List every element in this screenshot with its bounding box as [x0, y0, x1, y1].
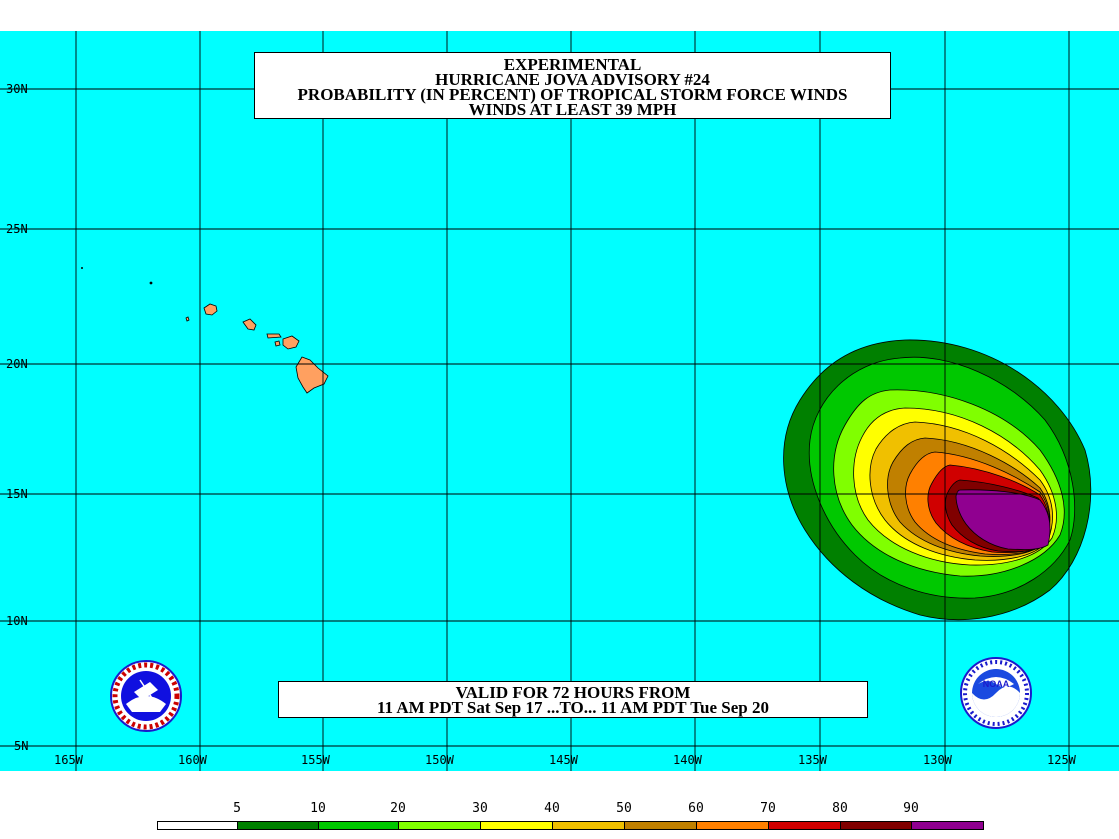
island-maui [282, 335, 300, 350]
legend-value-40: 40 [544, 801, 560, 816]
legend-value-5: 5 [233, 801, 241, 816]
island-niihau [185, 316, 190, 322]
title-line-3: PROBABILITY (IN PERCENT) OF TROPICAL STO… [297, 85, 848, 104]
title-box: EXPERIMENTAL HURRICANE JOVA ADVISORY #24… [254, 52, 891, 119]
hawaiian-islands [81, 266, 329, 394]
legend-value-90: 90 [903, 801, 919, 816]
lon-label-155w: 155W [301, 753, 330, 767]
legend-swatch [697, 822, 769, 829]
title-line-4: WINDS AT LEAST 39 MPH [468, 100, 677, 119]
island-molokai [266, 333, 282, 339]
lon-label-130w: 130W [923, 753, 952, 767]
nws-logo [110, 660, 182, 732]
legend-value-80: 80 [832, 801, 848, 816]
contour-peak [955, 489, 1051, 550]
valid-time-box: VALID FOR 72 HOURS FROM 11 AM PDT Sat Se… [278, 681, 868, 718]
legend-swatch [625, 822, 697, 829]
lat-label-30n: 30N [6, 82, 28, 96]
lon-label-165w: 165W [54, 753, 83, 767]
island-big-island [295, 356, 329, 394]
lon-label-140w: 140W [673, 753, 702, 767]
probability-contours [783, 339, 1092, 621]
legend-swatch [399, 822, 481, 829]
legend-swatch [319, 822, 399, 829]
title-line-1: EXPERIMENTAL [503, 55, 642, 74]
island-necker [81, 266, 84, 269]
lat-label-20n: 20N [6, 357, 28, 371]
lat-label-5n: 5N [14, 739, 29, 753]
legend-swatch [481, 822, 553, 829]
lat-lon-grid [0, 31, 1119, 771]
lat-label-25n: 25N [6, 222, 28, 236]
island-lanai [274, 340, 281, 347]
lon-label-160w: 160W [178, 753, 207, 767]
legend-swatch [769, 822, 841, 829]
lon-label-135w: 135W [798, 753, 827, 767]
legend-value-10: 10 [310, 801, 326, 816]
lon-label-150w: 150W [425, 753, 454, 767]
legend-value-30: 30 [472, 801, 488, 816]
noaa-logo: NOAA [960, 657, 1032, 729]
island-kauai [203, 303, 218, 316]
legend-swatch [912, 822, 983, 829]
legend-swatch [553, 822, 625, 829]
legend-color-bar [157, 821, 984, 830]
legend-swatch [238, 822, 319, 829]
legend-value-70: 70 [760, 801, 776, 816]
island-nihoa [149, 281, 153, 285]
lat-label-10n: 10N [6, 614, 28, 628]
lat-label-15n: 15N [6, 487, 28, 501]
legend-swatch [841, 822, 912, 829]
lon-label-145w: 145W [549, 753, 578, 767]
lon-label-125w: 125W [1047, 753, 1076, 767]
legend-value-60: 60 [688, 801, 704, 816]
valid-line-2: 11 AM PDT Sat Sep 17 ...TO... 11 AM PDT … [376, 698, 770, 717]
valid-line-1: VALID FOR 72 HOURS FROM [455, 683, 691, 702]
legend-swatch [158, 822, 238, 829]
noaa-logo-text: NOAA [983, 679, 1010, 689]
legend-value-50: 50 [616, 801, 632, 816]
legend-value-20: 20 [390, 801, 406, 816]
island-oahu [242, 318, 257, 331]
title-line-2: HURRICANE JOVA ADVISORY #24 [435, 70, 710, 89]
